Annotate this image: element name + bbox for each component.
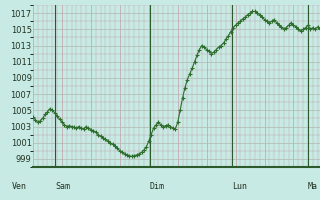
Text: Ven: Ven <box>12 182 27 191</box>
Text: Dim: Dim <box>150 182 165 191</box>
Text: Lun: Lun <box>232 182 247 191</box>
Text: Sam: Sam <box>55 182 70 191</box>
Text: Ma: Ma <box>308 182 318 191</box>
